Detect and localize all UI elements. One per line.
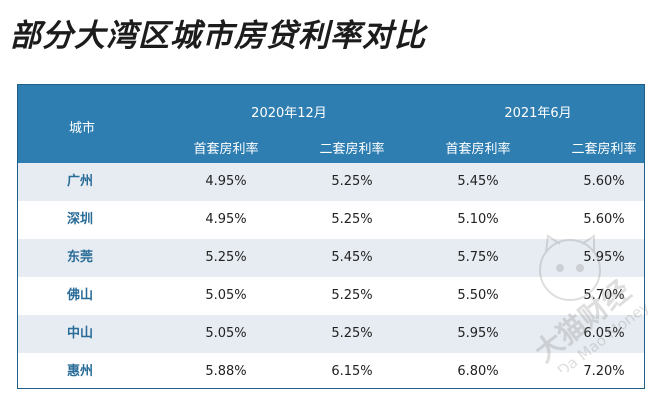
rate-cell: 5.25% <box>331 174 373 189</box>
rate-cell: 6.80% <box>457 364 499 379</box>
rate-cell: 5.70% <box>583 288 625 303</box>
table-header: 城市 2020年12月 2021年6月 首套房利率 二套房利率 首套房利率 二套… <box>18 85 644 163</box>
rate-cell: 5.05% <box>205 288 247 303</box>
rate-cell: 5.60% <box>583 212 625 227</box>
rate-cell: 5.25% <box>331 326 373 341</box>
rate-cell: 6.05% <box>583 326 625 341</box>
city-cell: 惠州 <box>67 364 94 379</box>
rate-cell: 5.10% <box>457 212 499 227</box>
rate-cell: 5.75% <box>457 250 499 265</box>
table-row: 中山 5.05% 5.25% 5.95% 6.05% <box>18 315 644 353</box>
city-cell: 中山 <box>67 326 94 341</box>
rate-cell: 4.95% <box>205 174 247 189</box>
table-row: 惠州 5.88% 6.15% 6.80% 7.20% <box>18 353 644 388</box>
city-column-header: 城市 <box>68 121 96 136</box>
city-cell: 广州 <box>67 174 94 189</box>
rate-cell: 5.45% <box>457 174 499 189</box>
rate-cell: 5.45% <box>331 250 373 265</box>
city-cell: 佛山 <box>67 288 94 303</box>
mortgage-rate-table: 城市 2020年12月 2021年6月 首套房利率 二套房利率 首套房利率 二套… <box>17 84 645 389</box>
period-header-2020-12: 2020年12月 <box>251 106 327 121</box>
rate-cell: 5.88% <box>205 364 247 379</box>
rate-cell: 5.95% <box>583 250 625 265</box>
page-title: 部分大湾区城市房贷利率对比 <box>10 18 426 54</box>
subheader-second-home-2020: 二套房利率 <box>319 142 385 157</box>
table-row: 深圳 4.95% 5.25% 5.10% 5.60% <box>18 201 644 239</box>
subheader-second-home-2021: 二套房利率 <box>571 142 637 157</box>
table-row: 东莞 5.25% 5.45% 5.75% 5.95% <box>18 239 644 277</box>
rate-cell: 5.25% <box>205 250 247 265</box>
rate-cell: 7.20% <box>583 364 625 379</box>
period-header-2021-06: 2021年6月 <box>504 106 572 121</box>
rate-cell: 5.50% <box>457 288 499 303</box>
rate-cell: 5.60% <box>583 174 625 189</box>
subheader-first-home-2020: 首套房利率 <box>193 142 259 157</box>
rate-cell: 5.95% <box>457 326 499 341</box>
rate-cell: 5.25% <box>331 288 373 303</box>
city-cell: 深圳 <box>67 212 94 227</box>
table-row: 广州 4.95% 5.25% 5.45% 5.60% <box>18 163 644 201</box>
subheader-first-home-2021: 首套房利率 <box>445 142 511 157</box>
rate-cell: 4.95% <box>205 212 247 227</box>
rate-cell: 5.05% <box>205 326 247 341</box>
rate-cell: 5.25% <box>331 212 373 227</box>
rate-cell: 6.15% <box>331 364 373 379</box>
table-row: 佛山 5.05% 5.25% 5.50% 5.70% <box>18 277 644 315</box>
city-cell: 东莞 <box>67 250 94 265</box>
